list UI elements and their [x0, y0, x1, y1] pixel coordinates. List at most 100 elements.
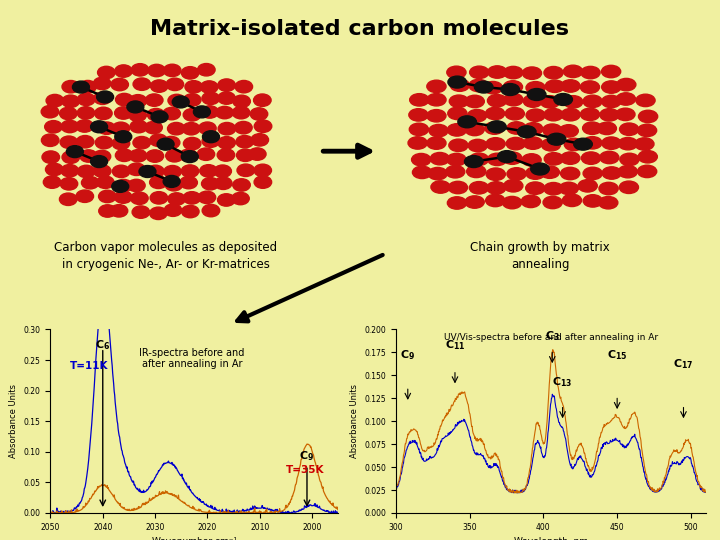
Ellipse shape — [427, 110, 446, 122]
Ellipse shape — [45, 120, 62, 133]
Ellipse shape — [150, 134, 167, 146]
Ellipse shape — [62, 151, 80, 164]
Ellipse shape — [446, 166, 465, 178]
Ellipse shape — [130, 192, 148, 205]
Ellipse shape — [217, 149, 235, 161]
Ellipse shape — [180, 177, 197, 189]
Ellipse shape — [561, 80, 580, 92]
Ellipse shape — [619, 123, 639, 136]
Ellipse shape — [130, 120, 148, 133]
Ellipse shape — [581, 152, 600, 164]
Ellipse shape — [76, 136, 94, 148]
Ellipse shape — [526, 82, 545, 94]
Ellipse shape — [163, 107, 181, 120]
Ellipse shape — [582, 137, 602, 149]
Ellipse shape — [150, 176, 167, 188]
Ellipse shape — [248, 148, 266, 160]
Ellipse shape — [467, 110, 487, 122]
Ellipse shape — [197, 64, 215, 76]
Ellipse shape — [43, 176, 61, 188]
Ellipse shape — [506, 137, 526, 150]
Ellipse shape — [447, 197, 467, 209]
Ellipse shape — [521, 195, 541, 207]
Ellipse shape — [564, 96, 583, 108]
Ellipse shape — [559, 182, 578, 194]
Ellipse shape — [200, 81, 218, 93]
Ellipse shape — [145, 94, 163, 106]
Ellipse shape — [428, 167, 447, 180]
Ellipse shape — [215, 177, 232, 190]
Ellipse shape — [98, 122, 115, 134]
Ellipse shape — [523, 67, 541, 79]
Ellipse shape — [45, 163, 63, 176]
Ellipse shape — [469, 79, 488, 92]
Ellipse shape — [77, 107, 95, 119]
Ellipse shape — [450, 79, 469, 91]
Ellipse shape — [95, 137, 113, 149]
Ellipse shape — [42, 134, 59, 146]
Ellipse shape — [147, 165, 164, 178]
Ellipse shape — [507, 168, 526, 180]
Ellipse shape — [526, 167, 545, 179]
Ellipse shape — [618, 138, 637, 150]
Text: $\bf{C_{15}}$: $\bf{C_{15}}$ — [607, 348, 627, 362]
Ellipse shape — [76, 190, 94, 202]
Ellipse shape — [181, 66, 199, 79]
Ellipse shape — [114, 65, 132, 77]
Ellipse shape — [547, 133, 566, 145]
Text: Chain growth by matrix
annealing: Chain growth by matrix annealing — [470, 241, 610, 271]
Ellipse shape — [619, 181, 639, 193]
Ellipse shape — [254, 164, 271, 177]
Ellipse shape — [498, 151, 516, 163]
Ellipse shape — [449, 95, 469, 107]
Ellipse shape — [412, 153, 431, 166]
Ellipse shape — [541, 139, 561, 151]
Ellipse shape — [618, 165, 637, 178]
Ellipse shape — [486, 168, 505, 180]
Ellipse shape — [127, 101, 144, 113]
Ellipse shape — [110, 205, 127, 217]
Ellipse shape — [61, 120, 78, 133]
Ellipse shape — [139, 166, 156, 178]
Ellipse shape — [181, 165, 199, 177]
Ellipse shape — [199, 165, 217, 177]
Ellipse shape — [540, 166, 559, 178]
Ellipse shape — [602, 81, 621, 93]
Ellipse shape — [150, 80, 168, 92]
Ellipse shape — [543, 196, 562, 208]
Ellipse shape — [583, 195, 603, 207]
Ellipse shape — [164, 204, 181, 217]
Ellipse shape — [574, 138, 593, 150]
Text: T=11K: T=11K — [70, 361, 108, 371]
Ellipse shape — [182, 123, 200, 135]
Ellipse shape — [578, 180, 598, 192]
Ellipse shape — [528, 89, 546, 100]
Ellipse shape — [487, 181, 506, 194]
Ellipse shape — [237, 149, 254, 161]
Ellipse shape — [217, 137, 235, 149]
Ellipse shape — [60, 178, 78, 190]
Ellipse shape — [465, 196, 485, 208]
Ellipse shape — [598, 122, 616, 134]
Ellipse shape — [448, 107, 467, 119]
Text: $\bf{C_{11}}$: $\bf{C_{11}}$ — [445, 339, 465, 353]
Ellipse shape — [162, 137, 180, 149]
Ellipse shape — [91, 121, 107, 133]
Ellipse shape — [487, 121, 506, 133]
Ellipse shape — [526, 109, 545, 122]
Ellipse shape — [172, 96, 189, 108]
Ellipse shape — [413, 166, 432, 179]
Ellipse shape — [78, 93, 95, 106]
Text: $\bf{C_3}$: $\bf{C_3}$ — [545, 329, 559, 343]
Ellipse shape — [427, 137, 446, 149]
Ellipse shape — [183, 192, 201, 204]
Ellipse shape — [580, 81, 600, 93]
Ellipse shape — [236, 136, 253, 148]
Ellipse shape — [157, 138, 174, 150]
Ellipse shape — [253, 94, 271, 106]
Ellipse shape — [541, 96, 559, 108]
Ellipse shape — [447, 124, 467, 136]
Ellipse shape — [150, 192, 168, 204]
Ellipse shape — [487, 94, 507, 107]
Ellipse shape — [449, 181, 467, 194]
